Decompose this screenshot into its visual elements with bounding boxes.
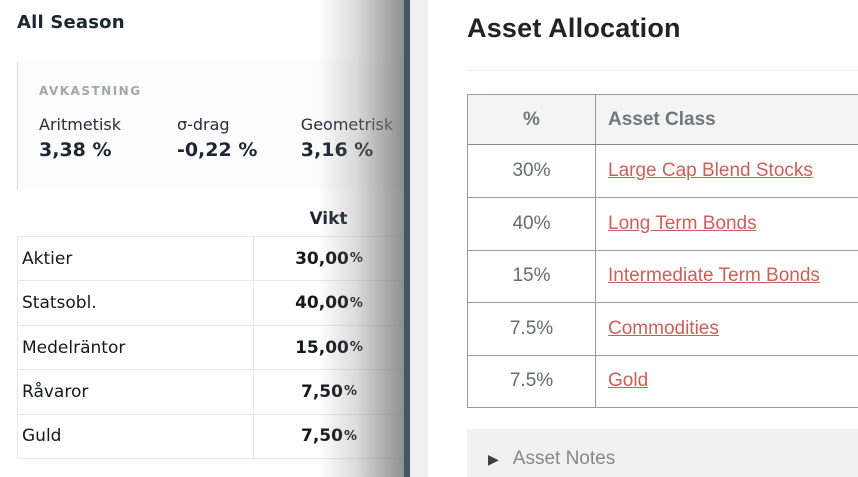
asset-label: Medelräntor	[22, 337, 126, 358]
page-title: Asset Allocation	[467, 13, 681, 43]
weight-number: 7,50	[301, 381, 343, 402]
weight-number: 7,50	[301, 426, 343, 447]
stat-value: -0,22 %	[176, 139, 258, 161]
table-row: Aktier 30,00%	[18, 237, 404, 282]
panel-gap	[410, 0, 428, 477]
asset-class-cell: Gold	[596, 356, 858, 407]
asset-label: Guld	[22, 426, 62, 447]
weight-number: 40,00	[295, 293, 349, 314]
table-row: 40% Long Term Bonds	[468, 197, 858, 250]
weight-value: 40,00%	[253, 281, 404, 325]
expand-triangle-icon: ▶	[488, 450, 499, 467]
stat-label: Aritmetisk	[39, 115, 121, 134]
stat-value: 3,38 %	[39, 139, 112, 161]
asset-label: Statsobl.	[22, 293, 97, 314]
title-divider	[466, 70, 858, 71]
stat-value: 3,16 %	[300, 139, 374, 161]
percent-cell: 30%	[468, 145, 596, 198]
percent-column-header: %	[468, 95, 596, 144]
percent-cell: 7.5%	[468, 355, 596, 407]
asset-class-cell: Intermediate Term Bonds	[596, 251, 858, 302]
portfolio-title: All Season	[17, 12, 125, 33]
stat-label: Geometrisk	[300, 115, 394, 134]
table-row: Statsobl. 40,00%	[18, 281, 404, 326]
weight-value: 7,50%	[253, 414, 404, 459]
asset-class-link[interactable]: Long Term Bonds	[608, 213, 757, 235]
allocation-table: % Asset Class 30% Large Cap Blend Stocks…	[467, 94, 858, 408]
asset-label: Aktier	[22, 248, 73, 269]
portfolio-panel: All Season AVKASTNING Aritmetisk 3,38 % …	[0, 0, 404, 477]
asset-class-link[interactable]: Commodities	[608, 317, 719, 339]
asset-class-link[interactable]: Gold	[608, 370, 649, 392]
weight-column-header: Vikt	[309, 209, 348, 229]
table-row: Guld 7,50%	[18, 414, 404, 460]
table-row: 7.5% Gold	[468, 354, 858, 407]
returns-section-label: AVKASTNING	[39, 84, 142, 98]
percent-cell: 40%	[468, 198, 596, 250]
percent-sign: %	[343, 428, 357, 444]
returns-stats: Aritmetisk 3,38 % σ-drag -0,22 % Geometr…	[39, 115, 404, 161]
stat-sigma-drag: σ-drag -0,22 %	[177, 115, 301, 161]
table-row: 30% Large Cap Blend Stocks	[468, 145, 858, 198]
weight-number: 30,00	[295, 248, 349, 269]
stat-arithmetic: Aritmetisk 3,38 %	[39, 115, 177, 161]
returns-summary-box: AVKASTNING Aritmetisk 3,38 % σ-drag -0,2…	[17, 62, 404, 190]
table-row: Medelräntor 15,00%	[18, 325, 404, 371]
asset-class-cell: Large Cap Blend Stocks	[596, 145, 858, 197]
asset-label: Råvaror	[22, 381, 89, 402]
asset-class-link[interactable]: Intermediate Term Bonds	[608, 265, 820, 287]
asset-class-link[interactable]: Large Cap Blend Stocks	[608, 160, 813, 182]
asset-notes-expander[interactable]: ▶ Asset Notes	[467, 429, 858, 477]
weight-value: 7,50%	[253, 370, 404, 414]
weight-value: 30,00%	[253, 237, 404, 281]
table-header-row: % Asset Class	[468, 95, 858, 145]
window-edge-divider	[404, 0, 410, 477]
table-row: 7.5% Commodities	[468, 302, 858, 355]
percent-sign: %	[349, 251, 363, 267]
weight-value: 15,00%	[253, 325, 404, 370]
asset-class-cell: Long Term Bonds	[596, 198, 858, 249]
weight-number: 15,00	[295, 337, 349, 358]
percent-sign: %	[349, 295, 363, 311]
table-row: Råvaror 7,50%	[18, 370, 404, 415]
weights-table: Aktier 30,00% Statsobl. 40,00% Medelränt…	[17, 236, 404, 460]
percent-cell: 7.5%	[468, 303, 596, 355]
percent-cell: 15%	[468, 250, 596, 303]
asset-class-column-header: Asset Class	[608, 108, 716, 130]
asset-notes-label: Asset Notes	[512, 448, 616, 469]
asset-allocation-panel: Asset Allocation % Asset Class 30% Large…	[428, 0, 858, 477]
percent-sign: %	[343, 384, 357, 400]
asset-class-cell: Commodities	[596, 303, 858, 354]
stat-label: σ-drag	[176, 115, 230, 134]
table-row: 15% Intermediate Term Bonds	[468, 249, 858, 303]
percent-sign: %	[349, 340, 363, 356]
stat-geometric: Geometrisk 3,16 %	[301, 115, 404, 161]
